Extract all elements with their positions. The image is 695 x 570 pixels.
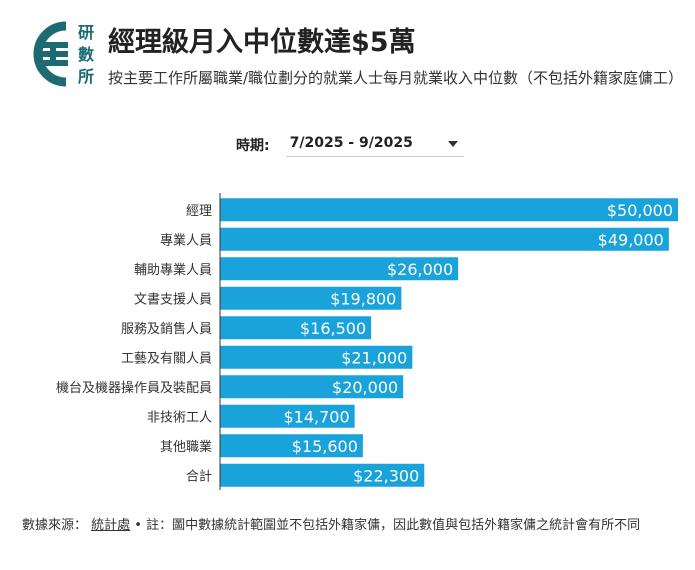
bar[interactable]: [220, 463, 425, 487]
bar[interactable]: [220, 404, 355, 428]
logo-char-3: 所: [78, 67, 94, 86]
category-label: 服務及銷售人員: [121, 321, 212, 337]
period-dropdown[interactable]: 7/2025 - 9/2025: [285, 132, 464, 157]
category-label: 專業人員: [160, 232, 212, 248]
value-label: $15,600: [292, 437, 358, 456]
period-filter: 時期: 7/2025 - 9/2025: [236, 132, 464, 157]
value-label: $26,000: [387, 260, 453, 279]
footer-note: 註：圖中數據統計範圍並不包括外籍家傭，因此數值與包括外籍家傭之統計會有所不同: [146, 518, 641, 533]
bar[interactable]: [220, 375, 404, 399]
category-label: 其他職業: [160, 439, 212, 455]
logo-char-1: 研: [78, 23, 94, 42]
value-label: $49,000: [598, 230, 664, 249]
category-label: 機台及機器操作員及裝配員: [56, 380, 212, 396]
value-label: $19,800: [330, 289, 396, 308]
source-link[interactable]: 統計處: [91, 518, 131, 533]
value-label: $22,300: [353, 466, 419, 485]
chart-footer: 數據來源： 統計處 • 註：圖中數據統計範圍並不包括外籍家傭，因此數值與包括外籍…: [22, 516, 677, 536]
bar[interactable]: [220, 198, 678, 222]
category-label: 輔助專業人員: [134, 262, 212, 278]
value-label: $20,000: [332, 378, 398, 397]
category-label: 非技術工人: [147, 410, 212, 425]
category-label: 合計: [186, 468, 212, 484]
value-label: $16,500: [300, 319, 366, 338]
bar[interactable]: [220, 316, 372, 340]
footer-separator: •: [130, 518, 147, 533]
footer-prefix: 數據來源：: [22, 518, 88, 533]
bar-chart: 經理 $50,000 專業人員 $49,000 輔助專業人員 $26,000 文書支援人員 $…: [56, 193, 678, 490]
logo-char-2: 數: [78, 45, 94, 64]
value-label: $21,000: [341, 348, 407, 367]
bar[interactable]: [220, 286, 402, 310]
category-label: 文書支援人員: [134, 292, 212, 307]
bar-series: 經理 $50,000 專業人員 $49,000 輔助專業人員 $26,000 文書支援人員 $…: [56, 198, 678, 487]
value-label: $50,000: [607, 201, 673, 220]
bar[interactable]: [220, 345, 413, 369]
category-label: 經理: [186, 204, 212, 219]
value-label: $14,700: [283, 407, 349, 426]
period-selected-value: 7/2025 - 9/2025: [289, 135, 413, 151]
bar[interactable]: [220, 257, 459, 281]
research-logo-icon: [33, 21, 68, 87]
chevron-down-icon[interactable]: [447, 141, 458, 147]
bar[interactable]: [220, 434, 363, 458]
chart-subtitle: 按主要工作所屬職業/職位劃分的就業人士每月就業收入中位數（不包括外籍家庭傭工）: [108, 69, 684, 87]
bar[interactable]: [220, 227, 669, 251]
period-label: 時期:: [236, 138, 270, 154]
category-label: 工藝及有關人員: [121, 351, 212, 366]
research-logo: 研 數 所: [33, 21, 94, 87]
chart-title: 經理級月入中位數達$5萬: [108, 27, 416, 58]
